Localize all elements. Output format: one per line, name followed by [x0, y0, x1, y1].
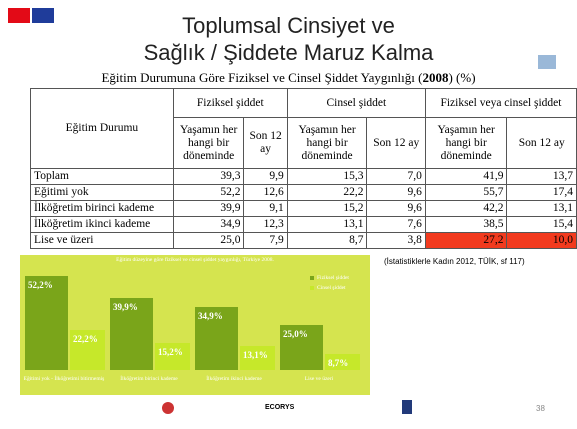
row-label: İlköğretim ikinci kademe	[30, 216, 174, 233]
data-row: Eğitimi yok 52,2 12,6 22,2 9,6 55,7 17,4	[30, 184, 577, 201]
cell: 39,9	[172, 200, 245, 217]
cell: 3,8	[366, 232, 426, 249]
cell: 52,2	[172, 184, 245, 201]
bar	[325, 354, 360, 370]
cell: 15,3	[286, 168, 368, 185]
value-label: 25,0%	[283, 329, 308, 339]
bar	[240, 346, 275, 370]
title-line: Sağlık / Şiddete Maruz Kalma	[143, 40, 434, 65]
category-label: İlköğretim birinci kademe	[120, 376, 178, 382]
footer-logo: ECORYS	[265, 404, 295, 411]
cell: 42,2	[424, 200, 508, 217]
cell: 15,4	[506, 216, 577, 233]
cell: 17,4	[506, 184, 577, 201]
value-label: 34,9%	[198, 311, 223, 322]
value-label: 52,2%	[28, 280, 53, 291]
cell: 38,5	[424, 216, 508, 233]
cell: 39,3	[172, 168, 245, 185]
cell: 10,0	[506, 232, 577, 249]
cell: 12,6	[243, 184, 288, 201]
subheader: Yaşamın her hangi bir döneminde	[286, 117, 368, 169]
data-row: İlköğretim birinci kademe 39,9 9,1 15,2 9,6 4…	[30, 200, 577, 217]
value-label: 13,1%	[243, 350, 268, 361]
row-label: Eğitimi yok	[30, 184, 174, 201]
bar	[70, 330, 105, 370]
subtitle-year: 2008	[422, 70, 449, 85]
legend-swatch	[310, 276, 314, 280]
subheader: Son 12 ay	[243, 117, 288, 169]
cell: 13,7	[506, 168, 577, 185]
subtitle-text: ) (%)	[448, 70, 476, 85]
data-row: Toplam 39,3 9,9 15,3 7,0 41,9 13,7	[30, 168, 577, 185]
cell: 9,6	[366, 184, 426, 201]
row-label: Toplam	[30, 168, 174, 185]
subtitle: Eğitim Durumuna Göre Fiziksel ve Cinsel …	[0, 70, 577, 86]
cell: 9,9	[243, 168, 288, 185]
logo	[162, 402, 174, 414]
bar	[280, 325, 323, 370]
category-label: Eğitimi yok - İlköğretimi bitirmemiş	[23, 376, 105, 382]
source: (İstatistiklerle Kadın 2012, TÜİK, sf 11…	[384, 257, 525, 266]
bar	[25, 276, 68, 370]
cell: 7,6	[366, 216, 426, 233]
subtitle-text: Eğitim Durumuna Göre Fiziksel ve Cinsel …	[101, 70, 423, 85]
legend-label: Fiziksel şiddet	[317, 275, 349, 281]
group-header: Cinsel şiddet	[286, 88, 426, 118]
cell: 55,7	[424, 184, 508, 201]
value-label: 15,2%	[158, 346, 183, 357]
legend-swatch	[310, 286, 314, 290]
category-label: Lise ve üzeri	[304, 376, 334, 382]
cell: 22,2	[286, 184, 368, 201]
title-line: Toplumsal Cinsiyet ve	[182, 13, 395, 38]
flag-eu	[32, 8, 54, 23]
data-row: İlköğretim ikinci kademe 34,9 12,3 13,1 7,6 3…	[30, 216, 577, 233]
logo	[538, 55, 556, 69]
chart: Eğitim düzeyine göre fiziksel ve cinsel …	[20, 255, 370, 395]
value-label: 22,2%	[73, 334, 98, 345]
cell: 25,0	[172, 232, 245, 249]
title: Toplumsal Cinsiyet ve Sağlık / Şiddete M…	[0, 12, 577, 66]
page-number: 38	[536, 404, 545, 413]
cell: 7,0	[366, 168, 426, 185]
bar	[155, 342, 190, 370]
subheader: Son 12 ay	[506, 117, 577, 169]
header-row: Eğitim Durumu Fiziksel şiddet Cinsel şidde…	[30, 88, 577, 169]
subheader: Yaşamın her hangi bir döneminde	[172, 117, 245, 169]
cell: 27,2	[424, 232, 508, 249]
cell: 9,6	[366, 200, 426, 217]
cell: 7,9	[243, 232, 288, 249]
cell: 15,2	[286, 200, 368, 217]
category-label: İlköğretim ikinci kademe	[206, 376, 262, 382]
flag-tr	[8, 8, 30, 23]
cell: 13,1	[286, 216, 368, 233]
value-label: 39,9%	[113, 302, 138, 313]
cell: 8,7	[286, 232, 368, 249]
header-cell: Eğitim Durumu	[30, 88, 174, 169]
cell: 13,1	[506, 200, 577, 217]
group-header: Fiziksel veya cinsel şiddet	[424, 88, 577, 118]
subheader-row: Yaşamın her hangi bir döneminde Son 12 ay…	[31, 117, 577, 169]
value-label: 8,7%	[328, 358, 349, 369]
chart-title: Eğitim düzeyine göre fiziksel ve cinsel …	[116, 257, 274, 263]
bar	[110, 298, 153, 370]
bar	[195, 307, 238, 370]
cell: 34,9	[172, 216, 245, 233]
subheader: Son 12 ay	[366, 117, 426, 169]
group-header: Fiziksel şiddet	[172, 88, 288, 118]
row-label: İlköğretim birinci kademe	[30, 200, 174, 217]
cell: 12,3	[243, 216, 288, 233]
legend-label: Cinsel şiddet	[317, 285, 346, 291]
table: Eğitim Durumu Fiziksel şiddet Cinsel şidde…	[30, 88, 577, 249]
logo	[402, 400, 412, 414]
cell: 41,9	[424, 168, 508, 185]
row-label: Lise ve üzeri	[30, 232, 174, 249]
subheader: Yaşamın her hangi bir döneminde	[424, 117, 508, 169]
data-row: Lise ve üzeri 25,0 7,9 8,7 3,8 27,2 10,0	[30, 232, 577, 249]
cell: 9,1	[243, 200, 288, 217]
